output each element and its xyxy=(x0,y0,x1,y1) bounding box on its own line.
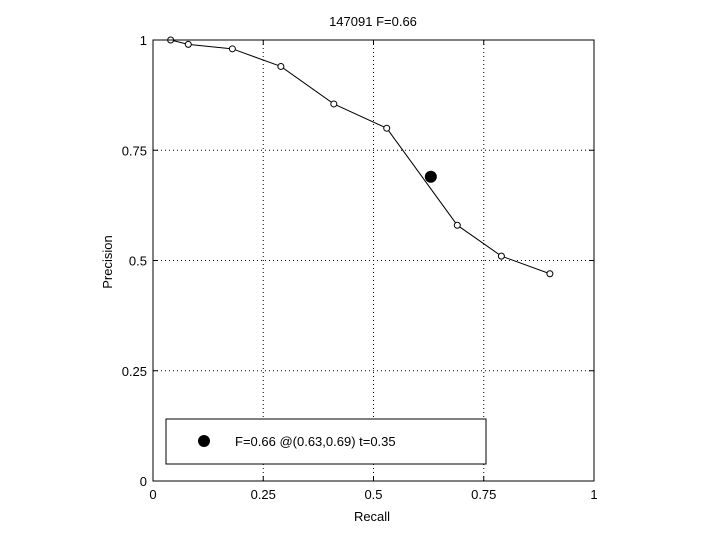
plot-frame xyxy=(152,39,595,482)
best-f-point xyxy=(424,170,437,183)
data-point xyxy=(228,45,236,53)
data-point xyxy=(383,124,391,132)
legend-box xyxy=(165,418,487,465)
x-tick-label: 0.5 xyxy=(364,487,382,502)
tick-labels: 0 0.25 0.5 0.75 1 0 0.25 0.5 0.75 1 xyxy=(122,33,598,502)
legend-marker xyxy=(198,435,210,447)
data-point xyxy=(497,252,505,260)
x-tick-label: 0 xyxy=(149,487,156,502)
x-tick-label: 0.25 xyxy=(251,487,276,502)
data-point xyxy=(330,100,338,108)
y-tick-label: 0.75 xyxy=(122,143,147,158)
data-point xyxy=(453,221,461,229)
grid-lines xyxy=(153,40,594,481)
series-layer xyxy=(167,36,554,278)
y-axis-label: Precision xyxy=(100,235,115,288)
y-tick-label: 0 xyxy=(140,474,147,489)
legend-label: F=0.66 @(0.63,0.69) t=0.35 xyxy=(235,434,396,449)
x-axis-label: Recall xyxy=(354,509,390,524)
data-point xyxy=(546,270,554,278)
y-tick-label: 0.5 xyxy=(129,254,147,269)
legend: F=0.66 @(0.63,0.69) t=0.35 xyxy=(165,418,487,465)
data-point xyxy=(277,62,285,70)
y-tick-label: 0.25 xyxy=(122,364,147,379)
chart-title: 147091 F=0.66 xyxy=(329,14,417,29)
data-point xyxy=(184,40,192,48)
y-tick-label: 1 xyxy=(140,33,147,48)
x-tick-label: 1 xyxy=(590,487,597,502)
x-tick-label: 0.75 xyxy=(471,487,496,502)
